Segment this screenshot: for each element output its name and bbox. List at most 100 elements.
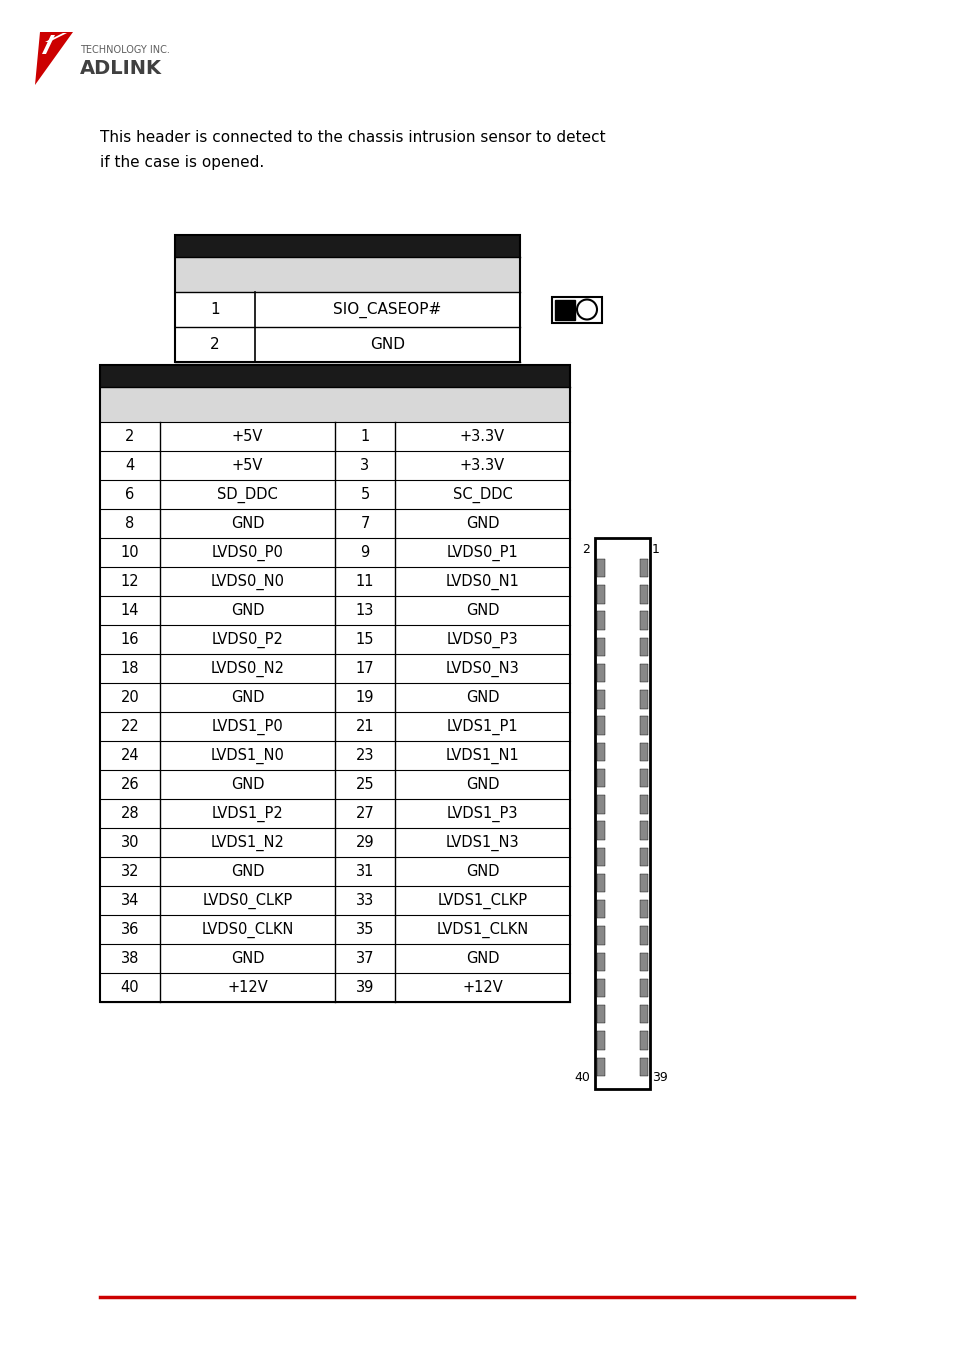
Text: GND: GND [465,516,498,531]
Text: 13: 13 [355,603,374,618]
Text: +5V: +5V [232,429,263,443]
Bar [639,638,647,656]
Text: +12V: +12V [227,980,268,995]
Bar [100,365,569,1002]
Bar [597,1057,604,1076]
Bar [639,953,647,971]
Text: 7: 7 [360,516,370,531]
Text: GND: GND [231,690,264,704]
Text: LVDS1_P1: LVDS1_P1 [446,718,517,734]
Text: LVDS1_P2: LVDS1_P2 [212,806,283,822]
Text: GND: GND [465,864,498,879]
Text: LVDS0_N2: LVDS0_N2 [211,660,284,676]
Text: 38: 38 [121,950,139,965]
Text: +12V: +12V [461,980,502,995]
Text: LVDS0_P3: LVDS0_P3 [446,631,517,648]
Bar [597,558,604,577]
Text: LVDS1_N3: LVDS1_N3 [445,834,518,850]
Text: 2: 2 [210,337,219,352]
Bar [639,769,647,787]
Text: 21: 21 [355,719,374,734]
Bar [639,664,647,683]
Bar [597,1005,604,1023]
Text: 1: 1 [651,544,659,556]
Bar [639,742,647,761]
Text: LVDS1_N2: LVDS1_N2 [211,834,284,850]
Text: ADLINK: ADLINK [80,58,162,77]
Text: 32: 32 [121,864,139,879]
Text: GND: GND [231,603,264,618]
Text: +3.3V: +3.3V [459,429,504,443]
Bar [597,690,604,708]
Bar [639,690,647,708]
Text: 22: 22 [120,719,139,734]
Polygon shape [45,32,67,42]
Text: LVDS0_N3: LVDS0_N3 [445,660,518,676]
Bar [597,795,604,814]
Bar [597,873,604,892]
Bar [597,822,604,840]
Bar [639,822,647,840]
Bar [639,873,647,892]
Bar [597,611,604,630]
Bar [639,1057,647,1076]
Text: 24: 24 [121,748,139,763]
Text: 31: 31 [355,864,374,879]
Text: 18: 18 [121,661,139,676]
Bar [639,611,647,630]
Text: LVDS1_CLKN: LVDS1_CLKN [436,922,528,937]
Bar [639,926,647,945]
Text: 34: 34 [121,894,139,909]
Bar [639,558,647,577]
Text: LVDS0_P1: LVDS0_P1 [446,545,517,561]
Bar [597,900,604,918]
Text: LVDS0_CLKP: LVDS0_CLKP [202,892,293,909]
Text: LVDS0_P2: LVDS0_P2 [212,631,283,648]
Text: LVDS0_N0: LVDS0_N0 [211,573,284,589]
Bar [639,717,647,734]
Text: GND: GND [465,690,498,704]
Text: 6: 6 [125,487,134,502]
Text: 28: 28 [121,806,139,821]
Bar [555,300,575,319]
Text: LVDS1_P3: LVDS1_P3 [446,806,517,822]
Text: 15: 15 [355,631,374,648]
Bar [639,1032,647,1049]
Text: LVDS0_N1: LVDS0_N1 [445,573,518,589]
Bar [597,742,604,761]
Text: 16: 16 [121,631,139,648]
Bar [639,848,647,867]
Text: 14: 14 [121,603,139,618]
Text: 37: 37 [355,950,374,965]
Bar [597,717,604,734]
Text: 8: 8 [125,516,134,531]
Text: 2: 2 [581,544,589,556]
Text: 39: 39 [355,980,374,995]
Text: 1: 1 [360,429,369,443]
Text: 3: 3 [360,458,369,473]
Text: LVDS1_N0: LVDS1_N0 [211,748,284,764]
Text: SIO_CASEOP#: SIO_CASEOP# [333,301,441,318]
Bar [597,1032,604,1049]
Text: 5: 5 [360,487,369,502]
Text: 11: 11 [355,575,374,589]
Text: 20: 20 [120,690,139,704]
Bar [174,257,519,292]
Text: SD_DDC: SD_DDC [217,487,277,503]
Bar [639,979,647,998]
Text: 40: 40 [574,1071,589,1084]
Text: 12: 12 [121,575,139,589]
Text: LVDS0_CLKN: LVDS0_CLKN [201,922,294,937]
Text: 39: 39 [651,1071,667,1084]
Text: GND: GND [465,777,498,792]
Bar [595,538,649,1088]
Text: 9: 9 [360,545,369,560]
Text: This header is connected to the chassis intrusion sensor to detect
if the case i: This header is connected to the chassis … [100,130,605,169]
Bar [552,296,601,323]
Bar [174,235,519,257]
Bar [639,585,647,603]
Text: 40: 40 [121,980,139,995]
Text: 17: 17 [355,661,374,676]
Circle shape [577,300,597,319]
Bar [597,664,604,683]
